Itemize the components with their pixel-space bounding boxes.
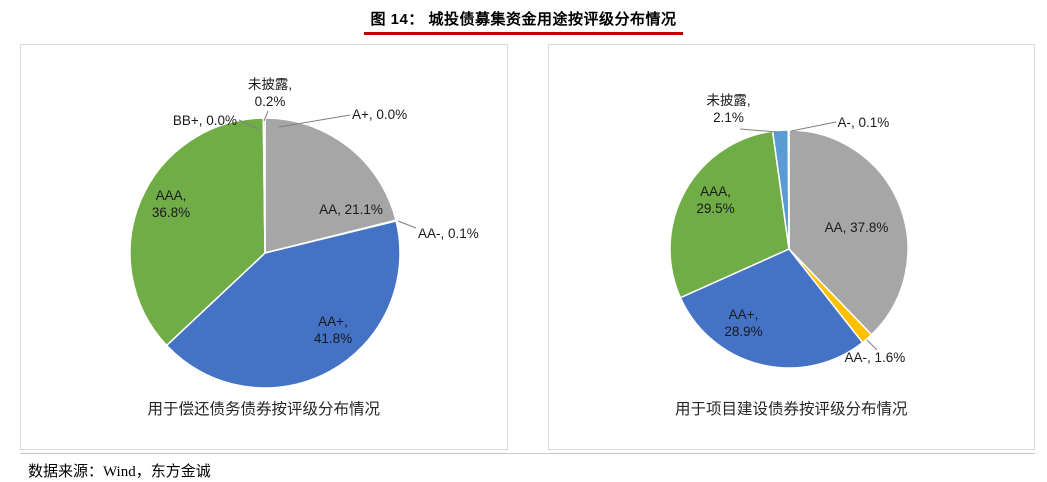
leader-lines-left [238, 110, 417, 229]
leader-lines-right [739, 121, 877, 351]
pie-svg-left [129, 110, 417, 389]
slice-label-a-plus: A+, 0.0% [352, 107, 408, 122]
slice-label-undisclosed: 未披露, 0.2% [247, 77, 293, 109]
slice-label-aa: AA, 37.8% [824, 220, 889, 235]
slice-label-aaa: AAA, 36.8% [151, 188, 191, 220]
leader-line-a-minus [790, 121, 836, 132]
slice-label-aa-minus: AA-, 0.1% [418, 226, 479, 241]
pie-right [668, 129, 909, 369]
pie-slice-AAA [129, 117, 266, 347]
slice-label-aaa: AAA, 29.5% [696, 184, 735, 216]
pie-slice-A- [786, 129, 790, 250]
pie-left [129, 117, 401, 389]
leader-line-aa-minus [866, 339, 877, 351]
charts-row: 未披露, 0.2% A+, 0.0% BB+, 0.0% AAA, 36.8% … [20, 44, 1035, 450]
slice-label-bb-plus: BB+, 0.0% [172, 113, 237, 128]
slice-label-aa-plus: AA+, 41.8% [313, 314, 353, 346]
leader-line-aa-minus [397, 220, 417, 229]
figure-title: 图 14： 城投债募集资金用途按评级分布情况 [364, 8, 683, 35]
pie-slice-AA [264, 117, 397, 254]
pie-chart-project-construction: 未披露, 2.1% A-, 0.1% AAA, 29.5% AA, 37.8% … [547, 44, 1035, 450]
chart-caption-right: 用于项目建设债券按评级分布情况 [674, 401, 908, 418]
slice-label-aa-plus: AA+, 28.9% [724, 307, 763, 339]
leader-line-bb-plus [238, 119, 259, 130]
data-source: 数据来源：Wind，东方金诚 [20, 453, 1035, 481]
leader-line-undisclosed [263, 110, 269, 122]
figure-title-row: 图 14： 城投债募集资金用途按评级分布情况 [0, 0, 1047, 44]
pie-slice-AA+ [678, 248, 864, 369]
slice-label-a-minus: A-, 0.1% [837, 115, 890, 130]
slice-label-aa-minus: AA-, 1.6% [844, 350, 906, 365]
pie-chart-debt-repayment: 未披露, 0.2% A+, 0.0% BB+, 0.0% AAA, 36.8% … [20, 44, 508, 450]
slice-label-undisclosed: 未披露, 2.1% [706, 93, 751, 125]
pie-slice-AA [787, 129, 909, 336]
chart-caption-left: 用于偿还债务债券按评级分布情况 [147, 401, 380, 418]
pie-svg-right [668, 121, 909, 369]
leader-line-a-plus [278, 114, 351, 128]
pie-slice-AA+ [165, 220, 401, 389]
leader-line-undisclosed [739, 128, 778, 133]
pie-slice-AAA [668, 130, 790, 299]
slice-label-aa: AA, 21.1% [319, 202, 383, 217]
